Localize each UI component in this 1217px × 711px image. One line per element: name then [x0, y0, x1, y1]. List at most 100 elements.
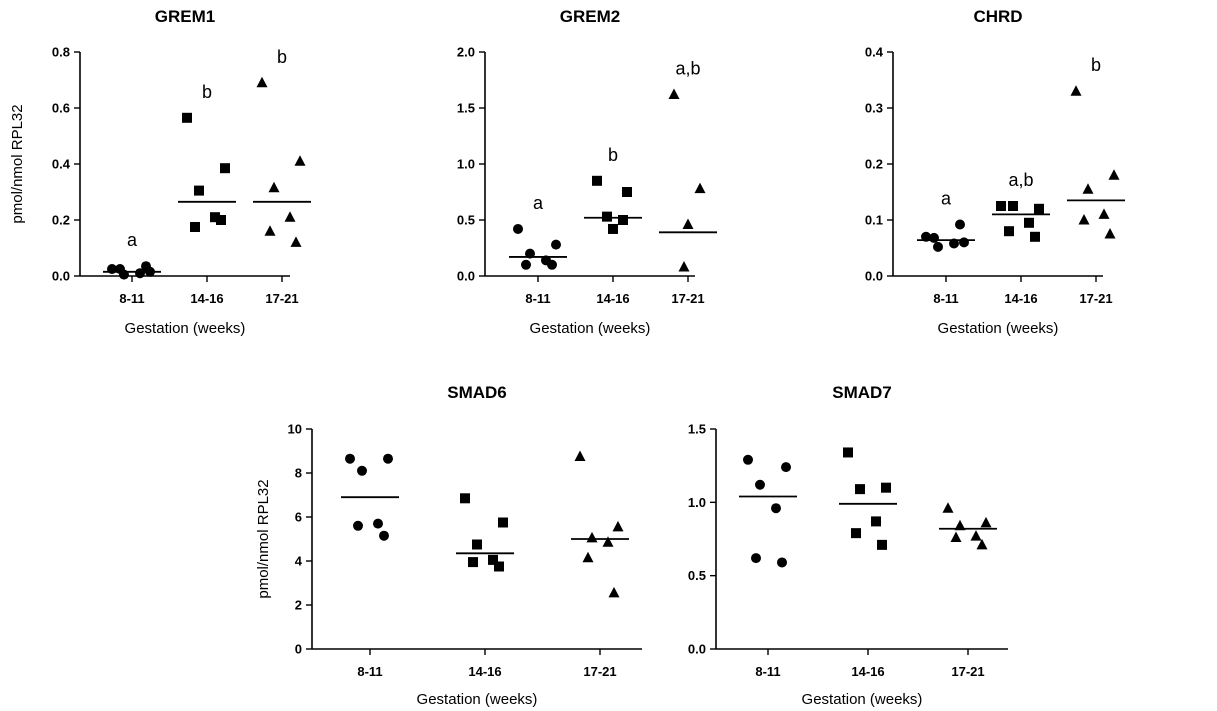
significance-label: b [608, 145, 618, 165]
data-point-square [871, 516, 881, 527]
chart-title: SMAD7 [832, 383, 892, 402]
significance-label: b [277, 47, 287, 67]
data-point-circle [383, 453, 393, 464]
data-point-triangle [290, 236, 302, 247]
x-tick-label: 8-11 [119, 291, 144, 306]
data-point-triangle [284, 211, 296, 222]
data-point-square [996, 201, 1006, 211]
x-tick-label: 17-21 [1079, 291, 1112, 306]
x-tick-label: 17-21 [583, 664, 616, 679]
data-point-triangle [608, 586, 620, 598]
y-tick-label: 0.4 [865, 45, 884, 60]
data-point-triangle [586, 531, 598, 543]
data-point-square [608, 223, 618, 234]
panel-grem1: GREM1 0.0 0.2 0.4 0.6 0.8 8-11 14-16 17-21 Gestat… [9, 7, 311, 337]
x-tick-label: 14-16 [190, 291, 223, 306]
data-point-triangle [1098, 208, 1110, 219]
data-point-triangle [264, 225, 276, 236]
data-point-triangle [678, 261, 690, 272]
data-point-triangle [1082, 183, 1094, 194]
data-point-square [220, 163, 230, 174]
y-tick-label: 1.5 [457, 101, 475, 116]
y-tick-label: 0.6 [52, 101, 70, 116]
x-axis-title: Gestation (weeks) [417, 691, 538, 708]
x-tick-label: 14-16 [1004, 291, 1037, 306]
data-point-square [618, 215, 628, 225]
y-axis-title: pmol/nmol RPL32 [9, 104, 26, 223]
y-tick-label: 0.5 [457, 213, 475, 228]
data-point-square [194, 185, 204, 196]
data-point-circle [135, 268, 145, 279]
x-tick-label: 14-16 [468, 664, 501, 679]
data-point-triangle [574, 450, 586, 461]
data-point-square [843, 447, 853, 458]
y-tick-label: 2 [295, 598, 302, 613]
data-point-circle [513, 223, 523, 234]
data-point-square [182, 112, 192, 123]
data-point-square [1034, 203, 1044, 214]
data-point-circle [929, 232, 939, 243]
panel-smad6: SMAD6 0 2 4 6 8 10 8-11 14-16 17-21 Gestation (wee… [255, 383, 642, 708]
data-point-square [216, 215, 226, 225]
data-point-triangle [1078, 214, 1090, 225]
data-point-triangle [1108, 169, 1120, 180]
panel-smad7: SMAD7 0.0 0.5 1.0 1.5 8-11 14-16 17-21 Gestation… [688, 383, 1008, 708]
x-tick-label: 14-16 [596, 291, 629, 306]
data-point-triangle [976, 538, 988, 550]
data-point-triangle [954, 519, 966, 531]
y-tick-label: 4 [295, 554, 303, 569]
data-point-circle [551, 239, 561, 250]
data-point-square [1008, 201, 1018, 211]
data-point-triangle [268, 181, 280, 193]
data-point-circle [521, 259, 531, 270]
significance-label: b [1091, 55, 1101, 75]
data-point-triangle [294, 155, 306, 166]
data-point-square [851, 528, 861, 539]
data-point-circle [955, 219, 965, 230]
data-point-circle [751, 553, 761, 564]
y-tick-label: 0.0 [457, 269, 475, 284]
data-point-circle [755, 479, 765, 490]
x-axis-title: Gestation (weeks) [938, 320, 1059, 337]
data-point-circle [379, 530, 389, 541]
x-tick-label: 17-21 [951, 664, 984, 679]
data-point-square [881, 482, 891, 493]
data-point-square [498, 517, 508, 528]
significance-label: a,b [675, 59, 700, 79]
y-tick-label: 10 [288, 422, 302, 437]
significance-label: a,b [1008, 170, 1033, 190]
y-tick-label: 0.8 [52, 45, 70, 60]
chart-title: SMAD6 [447, 383, 507, 402]
data-point-square [602, 211, 612, 222]
x-tick-label: 8-11 [755, 664, 780, 679]
y-tick-label: 0.0 [688, 642, 706, 657]
significance-label: a [127, 230, 138, 250]
x-axis-title: Gestation (weeks) [125, 320, 246, 337]
data-point-triangle [256, 76, 268, 88]
data-point-square [855, 484, 865, 495]
data-point-circle [141, 261, 151, 272]
y-axis-title: pmol/nmol RPL32 [255, 479, 272, 598]
data-point-circle [373, 518, 383, 529]
data-point-square [1030, 231, 1040, 242]
y-tick-label: 0.5 [688, 568, 706, 583]
data-point-square [190, 222, 200, 232]
significance-label: b [202, 82, 212, 102]
data-point-square [488, 554, 498, 565]
data-point-triangle [942, 502, 954, 513]
x-tick-label: 17-21 [265, 291, 298, 306]
y-tick-label: 2.0 [457, 45, 475, 60]
y-tick-label: 1.0 [457, 157, 475, 172]
data-point-circle [353, 520, 363, 531]
data-point-square [877, 539, 887, 550]
x-tick-label: 8-11 [357, 664, 382, 679]
y-tick-label: 0.0 [865, 269, 883, 284]
y-tick-label: 1.5 [688, 422, 706, 437]
data-point-triangle [1104, 228, 1116, 239]
data-point-square [1024, 217, 1034, 228]
data-point-triangle [1070, 85, 1082, 96]
data-point-circle [547, 259, 557, 270]
x-tick-label: 17-21 [671, 291, 704, 306]
panel-chrd: CHRD 0.0 0.1 0.2 0.3 0.4 8-11 14-16 17-21 Gestati… [865, 7, 1125, 337]
